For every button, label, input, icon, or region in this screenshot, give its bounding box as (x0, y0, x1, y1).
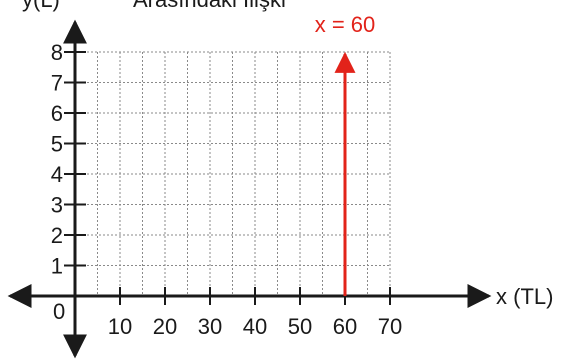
y-axis-title: y(L) (22, 0, 60, 12)
y-tick-label: 3 (51, 193, 63, 218)
x-tick-label: 50 (288, 314, 312, 339)
grid (75, 51, 391, 296)
y-tick-label: 5 (51, 132, 63, 157)
y-tick-label: 1 (51, 254, 63, 279)
series-layer: x = 60 (315, 12, 376, 296)
x-tick-label: 70 (378, 314, 402, 339)
y-tick-label: 4 (51, 162, 63, 187)
y-tick-label: 7 (51, 71, 63, 96)
chart-title: Arasındaki İlişki (133, 0, 286, 12)
series-label: x = 60 (315, 12, 376, 37)
x-tick-label: 60 (333, 314, 357, 339)
y-tick-label: 8 (51, 40, 63, 65)
x-tick-label: 30 (198, 314, 222, 339)
ticks: 10 20 30 40 50 60 70 1 2 3 4 5 6 7 8 (51, 40, 402, 339)
y-tick-label: 2 (51, 223, 63, 248)
x-axis-title: x (TL) (496, 284, 553, 309)
y-tick-label: 6 (51, 101, 63, 126)
x-tick-label: 40 (243, 314, 267, 339)
axes (7, 19, 492, 359)
origin-label: 0 (53, 299, 65, 324)
x-tick-label: 20 (153, 314, 177, 339)
x-tick-label: 10 (108, 314, 132, 339)
